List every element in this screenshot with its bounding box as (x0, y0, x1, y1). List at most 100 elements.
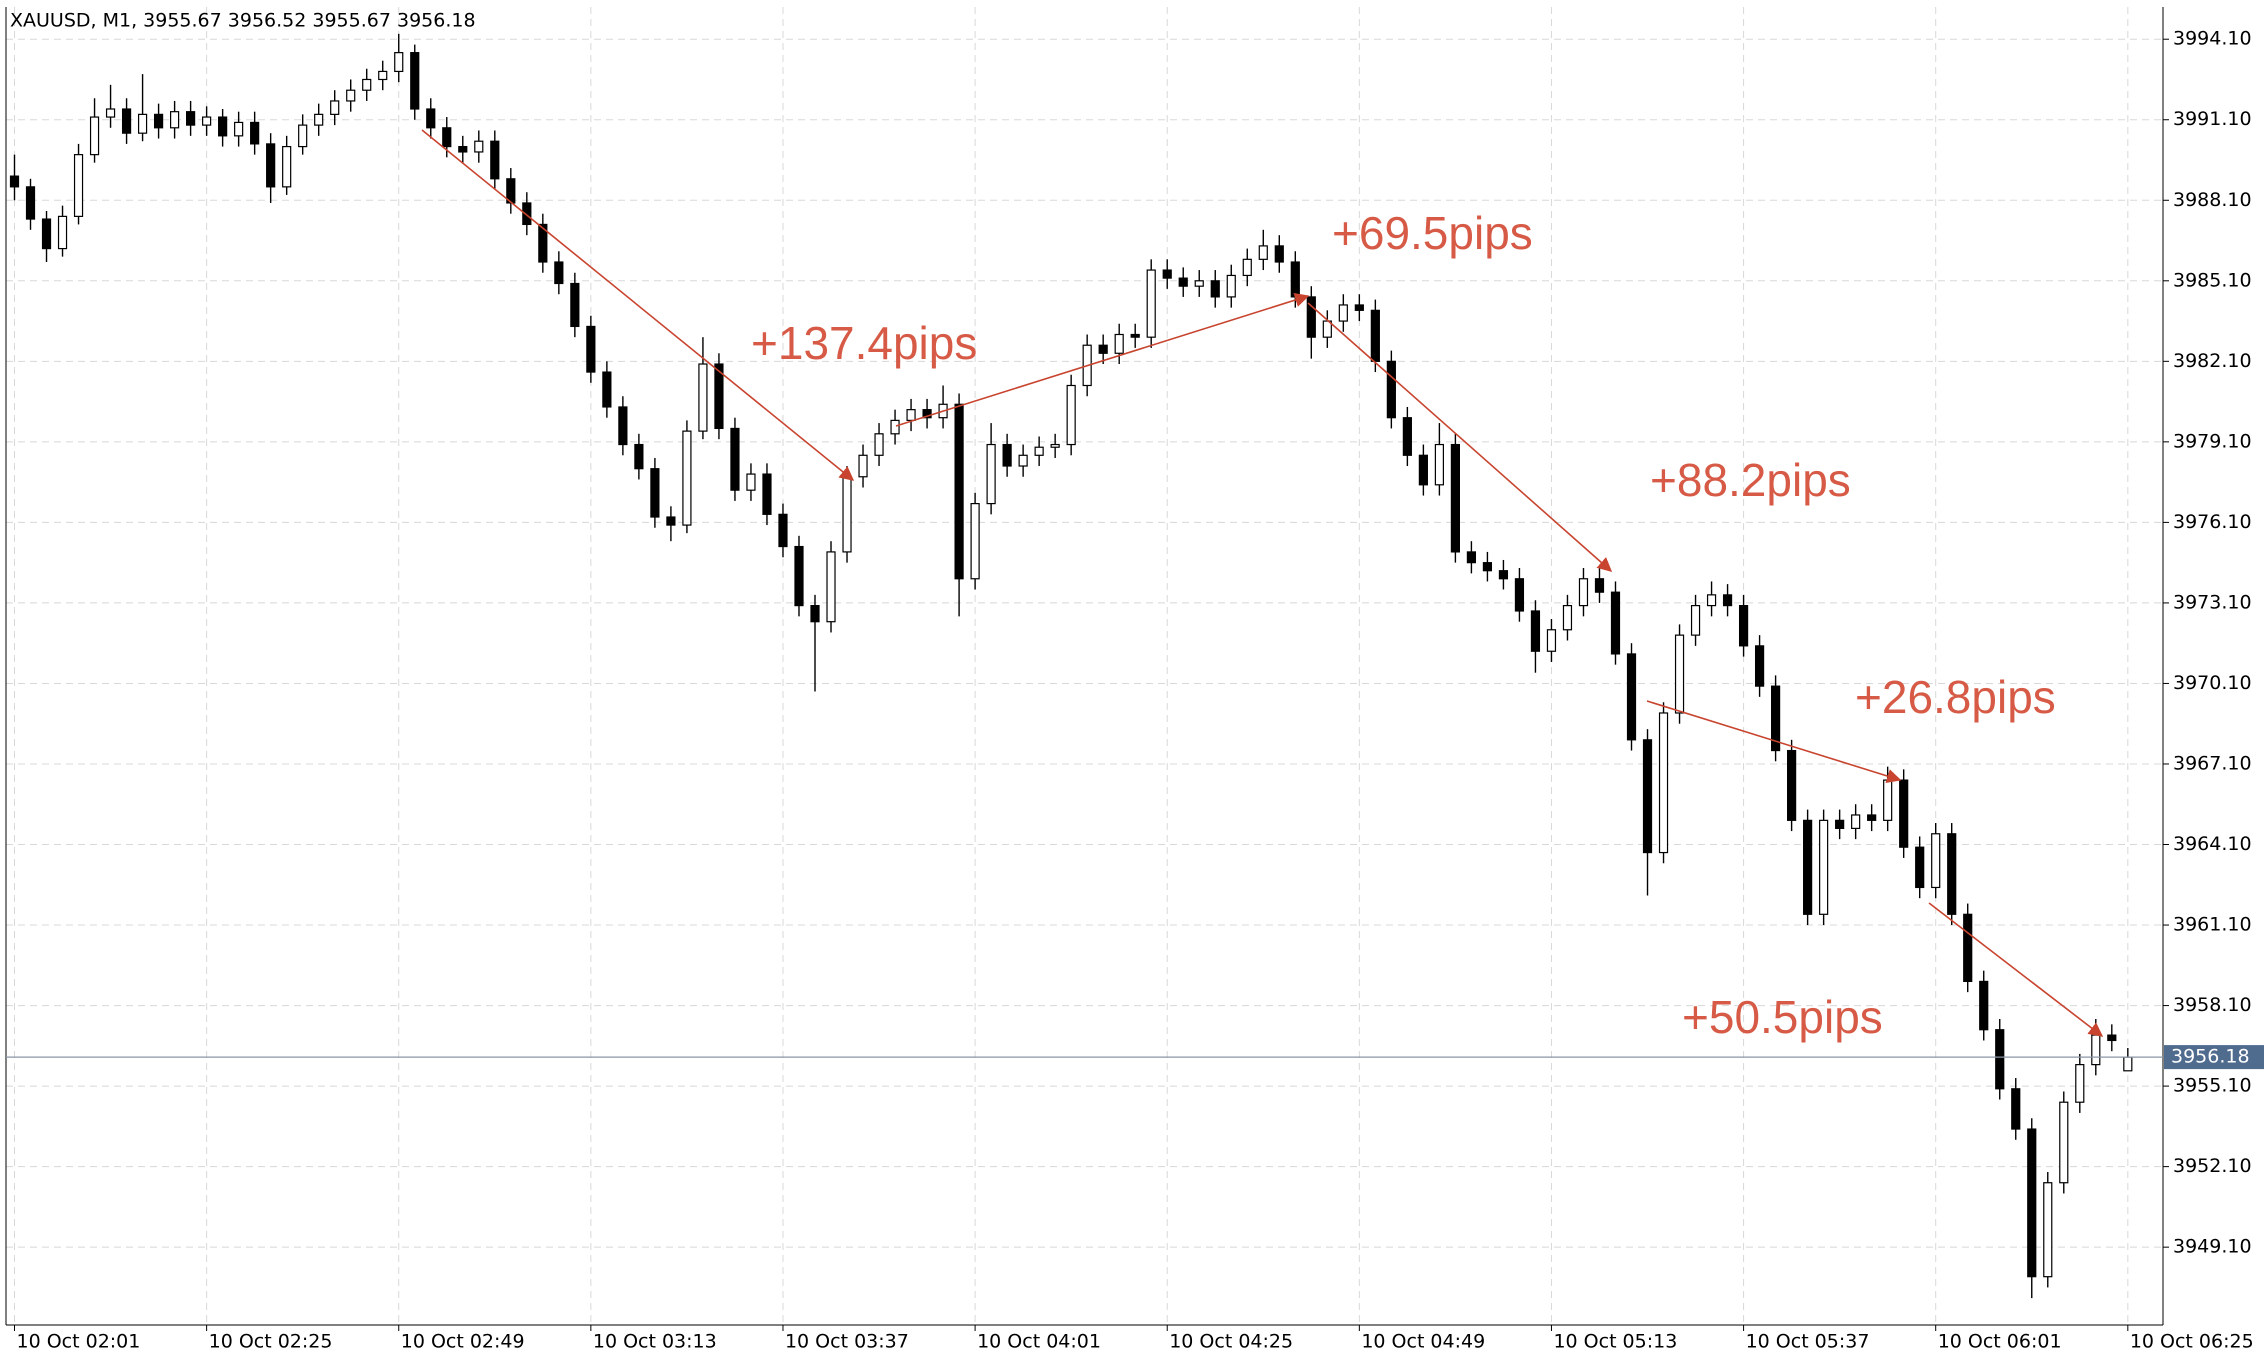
candle-body (73, 154, 84, 217)
candle-body (1482, 562, 1493, 572)
candle-body (1114, 333, 1124, 354)
candle-body (1594, 578, 1605, 593)
candle-body (1274, 245, 1284, 263)
candle-body (394, 52, 404, 73)
candle-body (970, 502, 980, 580)
candle-body (1690, 605, 1701, 636)
y-tick-label: 3991.10 (2173, 108, 2252, 130)
x-tick-label: 10 Oct 04:01 (977, 1331, 1101, 1353)
y-tick-label: 3967.10 (2173, 752, 2252, 774)
candle-body (1242, 258, 1252, 277)
candle-body (618, 406, 628, 446)
x-tick-label: 10 Oct 05:37 (1746, 1331, 1870, 1353)
y-tick-label: 3964.10 (2173, 833, 2252, 855)
candle-body (586, 325, 596, 373)
y-tick-label: 3985.10 (2173, 269, 2252, 291)
candle-body (250, 121, 260, 145)
candle-body (1338, 304, 1348, 322)
candle-body (2027, 1128, 2037, 1278)
annotation: +50.5pips (1682, 991, 1883, 1043)
candle-body (1194, 280, 1204, 287)
annotation: +69.5pips (1332, 207, 1533, 259)
annotation: +88.2pips (1650, 454, 1851, 506)
y-tick-label: 3970.10 (2173, 672, 2252, 694)
candle-body (890, 419, 900, 435)
candle-body (41, 218, 52, 250)
y-tick-label: 3952.10 (2173, 1155, 2252, 1177)
candle-body (1578, 578, 1589, 607)
candle-body (1610, 591, 1621, 655)
candle-body (634, 443, 644, 470)
candle-body (1146, 269, 1156, 338)
candle-body (1803, 819, 1813, 915)
candle-body (1899, 779, 1909, 848)
candle-body (682, 430, 692, 526)
candle-body (826, 551, 836, 623)
y-tick-label: 3979.10 (2173, 430, 2252, 452)
candle-body (1931, 833, 1941, 889)
candle-body (2107, 1034, 2117, 1042)
arrow (1646, 700, 1902, 784)
candle-body (1402, 417, 1412, 456)
candle-body (1498, 570, 1509, 580)
candle-body (650, 468, 660, 518)
candle-body (410, 52, 420, 110)
candle-body (602, 371, 612, 408)
candle-body (2123, 1056, 2133, 1072)
y-tick-label: 3988.10 (2173, 189, 2252, 211)
candle-body (2011, 1088, 2021, 1130)
candle-body (1018, 454, 1028, 467)
candle-body (282, 145, 292, 188)
candle-body (1851, 814, 1861, 830)
candle-body (762, 473, 772, 515)
candle-body (1883, 779, 1893, 821)
candle-body (858, 454, 868, 478)
candle-body (1626, 653, 1637, 741)
candle-body (1947, 833, 1957, 915)
y-tick-label: 3958.10 (2173, 994, 2252, 1016)
candle-body (1658, 712, 1669, 854)
candle-body (1546, 629, 1557, 652)
candle-body (202, 116, 212, 126)
candle-body (842, 476, 852, 553)
candle-body (1835, 819, 1845, 830)
candle-body (1386, 360, 1396, 419)
candle-body (121, 108, 132, 134)
x-tick-label: 10 Oct 03:13 (593, 1331, 717, 1353)
candle-body (25, 186, 36, 220)
last-price-label: 3956.18 (2171, 1046, 2250, 1068)
y-tick-label: 3973.10 (2173, 591, 2252, 613)
candle-body (1819, 819, 1829, 915)
candle-body (1034, 446, 1044, 456)
candle-body (1754, 645, 1765, 687)
candle-body (2043, 1182, 2053, 1278)
y-tick-label: 3982.10 (2173, 350, 2252, 372)
x-tick-label: 10 Oct 06:01 (1938, 1331, 2062, 1353)
candle-body (1979, 980, 1989, 1031)
candle-body (474, 140, 484, 153)
candle-body (1770, 685, 1781, 752)
candle-body (1787, 749, 1797, 821)
x-tick-label: 10 Oct 03:37 (785, 1331, 909, 1353)
candle-body (778, 513, 788, 548)
candle-body (874, 433, 884, 456)
candle-body (234, 121, 244, 137)
arrow (1307, 302, 1613, 572)
candle-body (1210, 280, 1220, 298)
candle-body (266, 143, 276, 188)
candle-body (698, 363, 708, 432)
candle-body (89, 116, 100, 156)
grid (6, 7, 2163, 1325)
candle-body (1706, 594, 1717, 607)
chart-title: XAUUSD, M1, 3955.67 3956.52 3955.67 3956… (10, 10, 476, 32)
x-tick-label: 10 Oct 04:25 (1169, 1331, 1293, 1353)
x-tick-label: 10 Oct 02:49 (401, 1331, 525, 1353)
arrow (895, 293, 1310, 427)
candle-body (1722, 594, 1733, 607)
candle-body (1466, 551, 1477, 564)
candle-body (714, 363, 724, 430)
y-tick-label: 3994.10 (2173, 28, 2252, 50)
candle-body (810, 605, 820, 623)
